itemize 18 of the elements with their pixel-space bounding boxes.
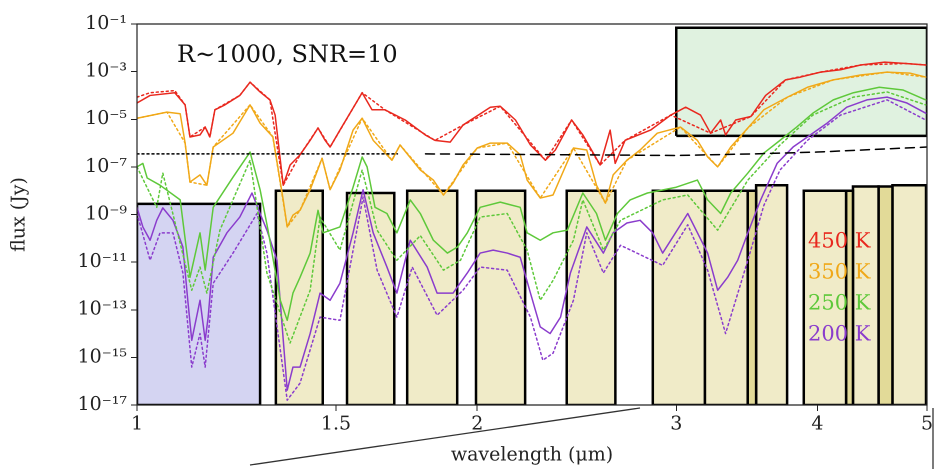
y-tick-label: 10⁻⁹: [85, 202, 128, 224]
y-tick-label: 10⁻⁵: [85, 107, 127, 130]
x-tick-label: 5: [920, 412, 934, 434]
x-tick-label: 1: [130, 412, 144, 434]
y-tick-label: 10⁻¹⁵: [78, 345, 127, 368]
annotation: R∼1000, SNR=10: [177, 40, 398, 68]
y-tick-label: 10⁻⁷: [85, 154, 128, 177]
x-tick-label: 3: [670, 412, 682, 434]
x-axis-title: wavelength (μm): [450, 444, 614, 466]
y-axis-title: flux (Jy): [7, 177, 30, 252]
y-tick-label: 10⁻¹: [85, 12, 127, 34]
x-tick-label: 1.5: [320, 412, 352, 434]
y-tick-label: 10⁻¹³: [78, 298, 127, 320]
y-tick-label: 10⁻¹¹: [78, 250, 127, 272]
y-tick-label: 10⁻¹⁷: [78, 392, 128, 415]
x-tick-label: 4: [811, 412, 824, 434]
y-tick-label: 10⁻³: [85, 60, 127, 82]
x-tick-label: 2: [471, 412, 484, 434]
